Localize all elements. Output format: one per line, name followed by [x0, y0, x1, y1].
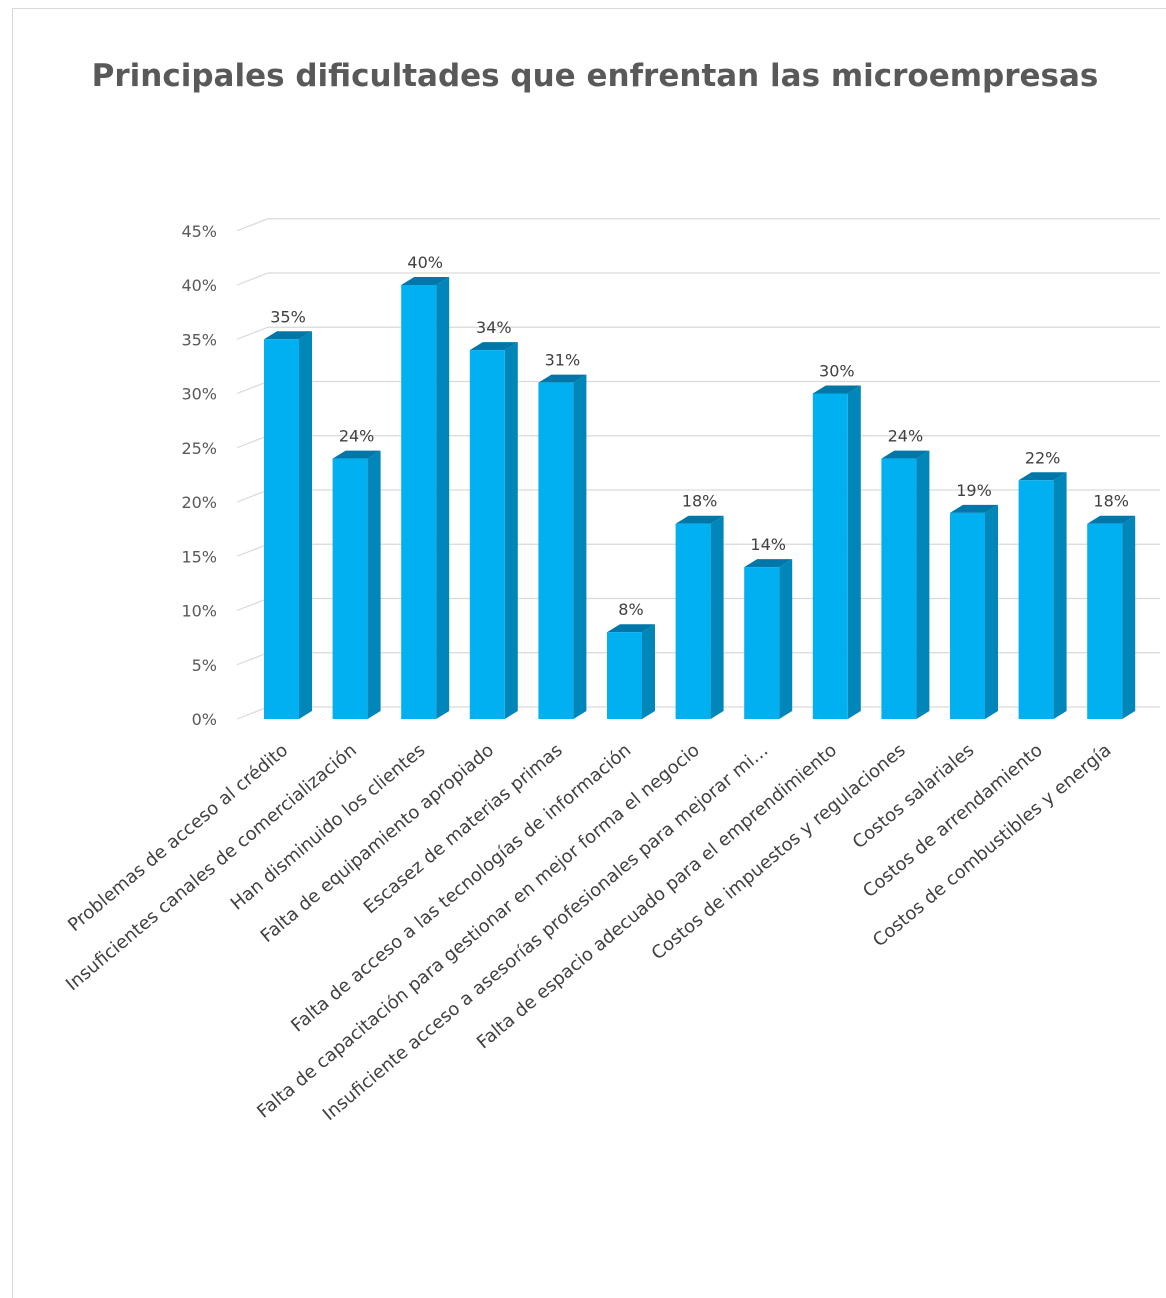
- y-tick-label: 45%: [181, 222, 217, 241]
- chart-title: Principales dificultades que enfrentan l…: [92, 58, 1099, 94]
- category-labels: Problemas de acceso al créditoInsuficien…: [62, 740, 1115, 1125]
- bar: [607, 624, 655, 719]
- bar: [950, 504, 998, 719]
- gridline: [236, 272, 1160, 286]
- data-label: 24%: [339, 427, 375, 446]
- data-label: 18%: [682, 492, 718, 511]
- y-tick-label: 0%: [192, 710, 217, 729]
- data-label: 22%: [1025, 448, 1061, 467]
- bar: [332, 450, 381, 719]
- data-label: 18%: [1093, 492, 1129, 511]
- y-tick-label: 5%: [192, 656, 217, 675]
- bar: [812, 385, 861, 719]
- category-label: Costos salariales: [849, 740, 979, 853]
- y-axis-ticks: 0% 5% 10% 15% 20% 25% 30% 35% 40% 45%: [181, 222, 217, 729]
- category-label: Costos de impuestos y regulaciones: [648, 740, 910, 965]
- data-label: 40%: [407, 253, 443, 272]
- category-label: Insuficientes canales de comercializació…: [62, 740, 361, 996]
- data-labels: 35% 24% 40% 34% 31% 8% 18% 14% 30% 24% 19% 22% 18%: [270, 253, 1129, 619]
- y-tick-label: 30%: [181, 385, 217, 404]
- data-label: 31%: [545, 351, 581, 370]
- data-label: 14%: [750, 535, 786, 554]
- bar: [1018, 472, 1067, 719]
- y-tick-label: 10%: [181, 602, 217, 621]
- bar: [264, 331, 312, 719]
- gridline: [236, 380, 1160, 395]
- y-tick-label: 20%: [181, 493, 217, 512]
- y-tick-label: 15%: [181, 547, 217, 566]
- gridline: [236, 435, 1160, 449]
- y-tick-label: 40%: [181, 276, 217, 295]
- data-label: 8%: [618, 600, 643, 619]
- bars: [264, 277, 1136, 719]
- category-label: Insuficiente acceso a asesorías profesio…: [319, 740, 773, 1125]
- y-tick-label: 25%: [181, 439, 217, 458]
- category-label: Falta de capacitación para gestionar en …: [253, 740, 704, 1123]
- y-tick-label: 35%: [181, 330, 217, 349]
- bar: [538, 374, 587, 719]
- bar: [675, 515, 724, 719]
- data-label: 30%: [819, 362, 855, 381]
- bar: [881, 450, 930, 719]
- data-label: 35%: [270, 307, 306, 326]
- gridline: [236, 218, 1160, 232]
- gridline: [236, 326, 1160, 340]
- bar: [401, 277, 450, 719]
- bar: [1087, 515, 1136, 719]
- data-label: 24%: [888, 427, 924, 446]
- data-label: 19%: [956, 481, 992, 500]
- bar: [469, 342, 518, 719]
- chart-frame: [12, 8, 1166, 1298]
- bar: [744, 559, 793, 719]
- data-label: 34%: [476, 318, 512, 337]
